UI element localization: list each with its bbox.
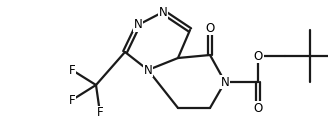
- Text: O: O: [253, 101, 263, 115]
- Text: N: N: [133, 18, 142, 32]
- Text: O: O: [205, 22, 215, 34]
- Text: O: O: [253, 49, 263, 63]
- Text: F: F: [69, 93, 75, 107]
- Text: N: N: [159, 5, 167, 18]
- Text: F: F: [97, 107, 103, 119]
- Text: N: N: [221, 76, 229, 88]
- Text: N: N: [144, 63, 153, 76]
- Text: F: F: [69, 63, 75, 76]
